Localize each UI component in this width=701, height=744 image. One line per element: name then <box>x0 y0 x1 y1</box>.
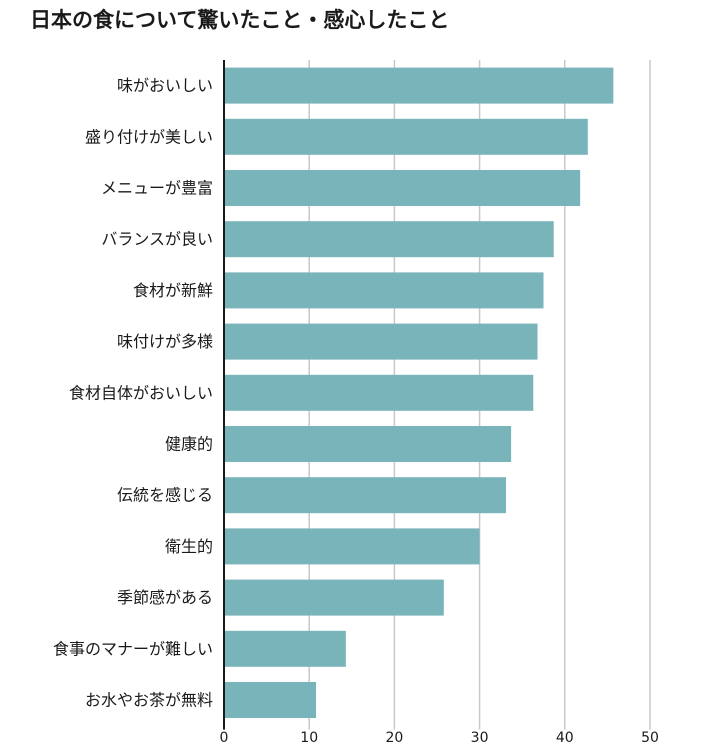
bar <box>224 374 534 411</box>
category-label: 食材が新鮮 <box>133 281 213 300</box>
bar <box>224 323 538 360</box>
bar <box>224 221 554 258</box>
category-label: 盛り付けが美しい <box>85 127 213 146</box>
bar <box>224 528 480 565</box>
bar <box>224 170 581 206</box>
bar <box>224 579 444 616</box>
x-tick-label: 30 <box>471 730 489 744</box>
category-label: お水やお茶が無料 <box>85 691 213 710</box>
bar <box>224 272 544 309</box>
bar <box>224 630 346 667</box>
category-label: 味がおいしい <box>117 76 213 95</box>
bars <box>224 67 614 718</box>
x-tick-label: 10 <box>300 730 318 744</box>
category-label: バランスが良い <box>101 230 213 249</box>
category-label: 季節感がある <box>117 588 213 607</box>
bar <box>224 118 588 155</box>
x-tick-label: 0 <box>220 730 229 744</box>
category-label: 食事のマナーが難しい <box>53 639 213 658</box>
category-label: 味付けが多様 <box>117 332 213 351</box>
category-label: 健康的 <box>165 435 213 454</box>
category-label: 衛生的 <box>165 537 213 556</box>
category-label: 食材自体がおいしい <box>69 383 213 402</box>
category-labels: 味がおいしい盛り付けが美しいメニューが豊富バランスが良い食材が新鮮味付けが多様食… <box>53 76 213 709</box>
category-label: メニューが豊富 <box>101 179 213 198</box>
category-label: 伝統を感じる <box>117 486 213 505</box>
bar <box>224 682 317 718</box>
bar <box>224 426 512 462</box>
x-axis-ticks: 0 10 20 30 40 50 <box>220 730 659 744</box>
x-tick-label: 20 <box>385 730 403 744</box>
x-tick-label: 40 <box>556 730 574 744</box>
bar <box>224 67 614 104</box>
chart-title: 日本の食について驚いたこと・感心したこと <box>30 8 449 32</box>
bar <box>224 477 507 514</box>
x-tick-label: 50 <box>641 730 659 744</box>
